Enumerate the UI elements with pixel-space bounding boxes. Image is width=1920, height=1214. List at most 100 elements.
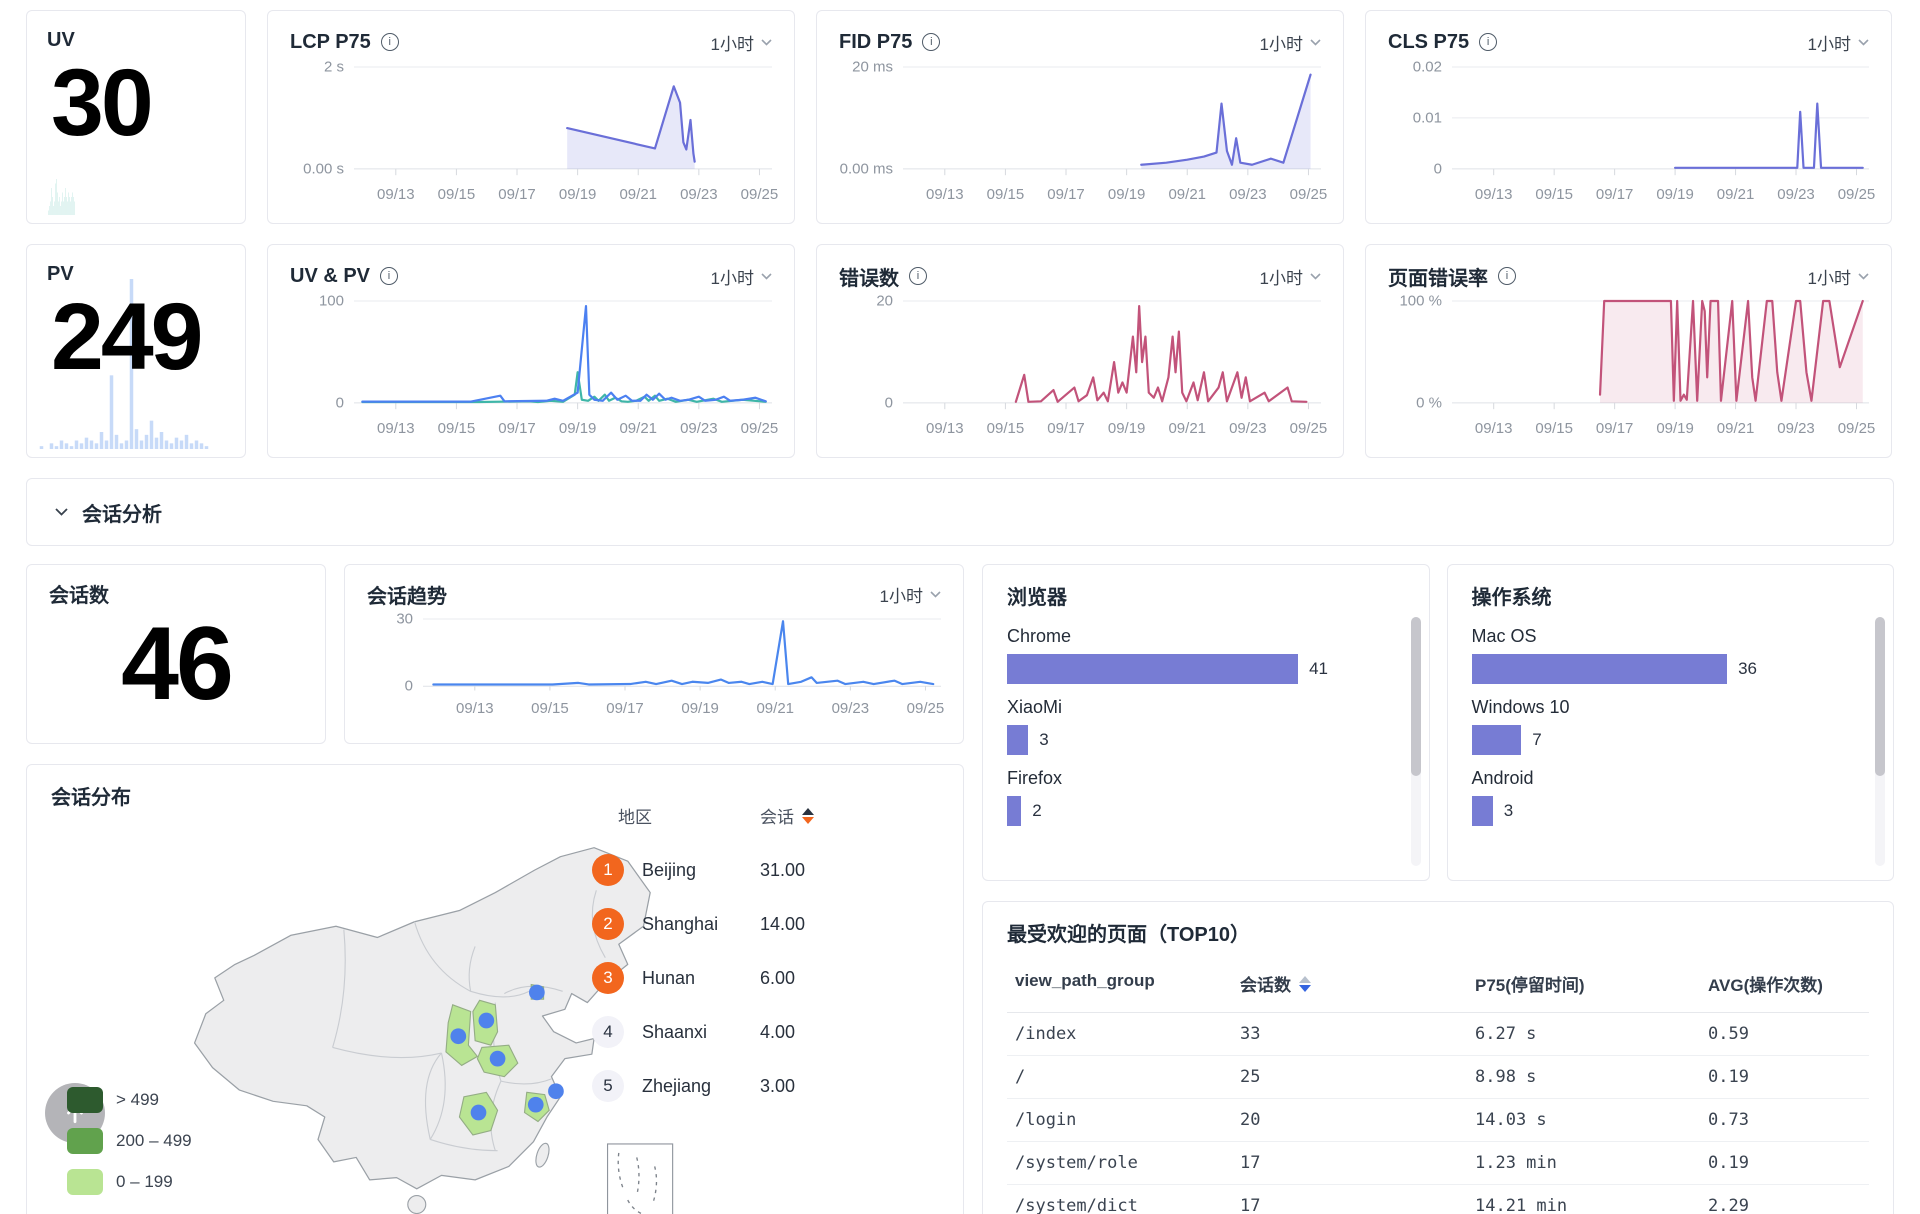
sort-asc-icon (802, 807, 814, 815)
y-axis-tick: 0 (1433, 160, 1442, 178)
info-icon[interactable]: i (909, 267, 927, 285)
region-sessions: 4.00 (760, 1021, 796, 1042)
bar[interactable] (1007, 654, 1299, 684)
error-rate-line-chart[interactable] (1452, 301, 1869, 413)
pv-kpi-card: PV 249 (26, 244, 246, 458)
scrollbar-track[interactable] (1410, 617, 1421, 866)
session-count-card: 会话数 46 (26, 564, 326, 744)
column-header: view_path_group (1015, 971, 1155, 990)
page-p75: 14.03 s (1475, 1110, 1547, 1130)
x-axis-tick: 09/23 (1777, 420, 1815, 437)
chevron-down-icon (1310, 272, 1321, 280)
page-sessions: 20 (1240, 1110, 1261, 1130)
fid-line-chart[interactable] (903, 67, 1321, 179)
lcp-line-chart[interactable] (354, 67, 772, 179)
x-axis-tick: 09/19 (681, 700, 719, 717)
info-icon[interactable]: i (1498, 267, 1516, 285)
info-icon[interactable]: i (380, 267, 399, 285)
y-axis-tick: 20 ms (852, 58, 893, 76)
x-axis-tick: 09/21 (619, 186, 658, 203)
x-axis-tick: 09/13 (926, 420, 964, 437)
rank-badge: 4 (592, 1016, 624, 1048)
chevron-down-icon (930, 590, 941, 598)
y-axis-tick: 100 (318, 292, 344, 310)
legend-label: 200 – 499 (116, 1131, 192, 1150)
bar[interactable] (1471, 725, 1522, 755)
column-header: 会话数 (1240, 976, 1291, 995)
os-card: 操作系统 Mac OS 36 Windows 10 7 Android 3 (1446, 564, 1894, 881)
interval-select[interactable]: 1小时 (711, 264, 772, 289)
cls-title: CLS P75 (1388, 30, 1470, 53)
interval-select[interactable]: 1小时 (711, 30, 772, 55)
bottom-area: 会话数 46 会话趋势 1小时 30 0 (26, 564, 1894, 1214)
x-axis-tick: 09/21 (1168, 186, 1207, 203)
china-map[interactable] (123, 823, 733, 1214)
bar-label: Android (1471, 768, 1534, 788)
x-axis-tick: 09/15 (531, 700, 569, 717)
session-analysis-section-toggle[interactable]: 会话分析 (26, 478, 1894, 546)
trend-title: 会话趋势 (367, 585, 447, 608)
chevron-down-icon (55, 508, 68, 516)
sort-control[interactable] (802, 807, 814, 824)
interval-select[interactable]: 1小时 (880, 582, 941, 607)
bar-value: 3 (1503, 801, 1514, 820)
x-axis-tick: 09/19 (558, 420, 597, 437)
region-name: Shaanxi (642, 1021, 708, 1042)
x-axis-tick: 09/25 (1837, 186, 1876, 203)
x-axis-tick: 09/19 (1656, 420, 1694, 437)
region-row: 5 Zhejiang 3.00 (592, 1070, 943, 1102)
x-axis-tick: 09/17 (1047, 186, 1085, 203)
interval-select[interactable]: 1小时 (1260, 264, 1321, 289)
region-sessions: 31.00 (760, 859, 806, 880)
region-sessions: 3.00 (760, 1075, 796, 1096)
region-name: Hunan (642, 967, 696, 988)
chevron-down-icon (1310, 38, 1321, 46)
page-avg: 0.59 (1708, 1024, 1749, 1044)
session-trend-line-chart[interactable] (423, 619, 941, 693)
x-axis-tick: 09/23 (831, 700, 870, 717)
bar[interactable] (1007, 725, 1029, 755)
uvpv-line-chart[interactable] (354, 301, 772, 413)
bar[interactable] (1471, 796, 1493, 826)
info-icon[interactable]: i (922, 33, 941, 51)
sort-control[interactable] (1299, 975, 1311, 992)
column-header: AVG(操作次数) (1708, 976, 1823, 995)
x-axis-tick: 09/17 (606, 700, 644, 717)
x-axis: 09/13 09/15 09/17 09/19 09/21 09/23 09/25 (1452, 413, 1875, 443)
bar-label: Chrome (1007, 626, 1072, 646)
bar-label: Firefox (1007, 768, 1063, 788)
interval-select[interactable]: 1小时 (1260, 30, 1321, 55)
interval-select[interactable]: 1小时 (1808, 30, 1869, 55)
scrollbar-thumb[interactable] (1410, 617, 1421, 777)
lcp-title: LCP P75 (290, 30, 371, 53)
x-axis-tick: 09/17 (1595, 186, 1634, 203)
page-path: /system/dict (1015, 1196, 1138, 1214)
info-icon[interactable]: i (380, 33, 399, 51)
y-axis-tick: 0 % (1416, 394, 1442, 412)
x-axis-tick: 09/23 (680, 186, 718, 203)
rank-badge: 1 (592, 854, 624, 886)
region-sessions: 6.00 (760, 967, 796, 988)
section-title: 会话分析 (82, 503, 162, 526)
y-axis: 20 ms 0.00 ms (839, 59, 903, 179)
x-axis-tick: 09/13 (456, 700, 494, 717)
cls-line-chart[interactable] (1452, 67, 1869, 179)
bar-label: Mac OS (1471, 626, 1537, 646)
x-axis-tick: 09/15 (986, 420, 1025, 437)
interval-select[interactable]: 1小时 (1808, 264, 1869, 289)
bar[interactable] (1471, 654, 1728, 684)
y-axis-tick: 30 (396, 610, 413, 628)
x-axis-tick: 09/19 (1107, 420, 1146, 437)
scrollbar-track[interactable] (1875, 617, 1885, 866)
page-sessions: 17 (1240, 1153, 1261, 1173)
legend-label: 0 – 199 (116, 1172, 173, 1191)
x-axis-tick: 09/17 (498, 186, 536, 203)
x-axis-tick: 09/15 (437, 420, 476, 437)
info-icon[interactable]: i (1479, 33, 1498, 51)
bar-value: 36 (1738, 659, 1758, 678)
scrollbar-thumb[interactable] (1875, 617, 1885, 777)
page-avg: 0.19 (1708, 1067, 1749, 1087)
errors-line-chart[interactable] (903, 301, 1321, 413)
bar[interactable] (1007, 796, 1022, 826)
y-axis-tick: 0.00 ms (839, 160, 893, 178)
